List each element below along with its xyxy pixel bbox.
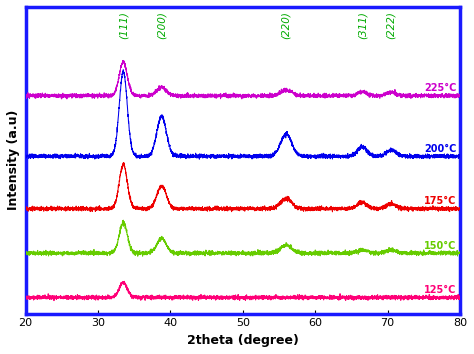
Text: 175°C: 175°C <box>424 196 456 206</box>
Text: 225°C: 225°C <box>424 83 456 93</box>
Text: (111): (111) <box>118 11 128 39</box>
Text: (200): (200) <box>156 11 167 39</box>
Text: (311): (311) <box>357 11 367 39</box>
Text: 125°C: 125°C <box>424 285 456 295</box>
Text: (220): (220) <box>281 11 291 39</box>
Text: (222): (222) <box>386 11 396 39</box>
Text: 150°C: 150°C <box>424 241 456 251</box>
Text: 200°C: 200°C <box>424 144 456 154</box>
X-axis label: 2theta (degree): 2theta (degree) <box>187 334 299 347</box>
Y-axis label: Intensity (a.u): Intensity (a.u) <box>7 110 20 211</box>
